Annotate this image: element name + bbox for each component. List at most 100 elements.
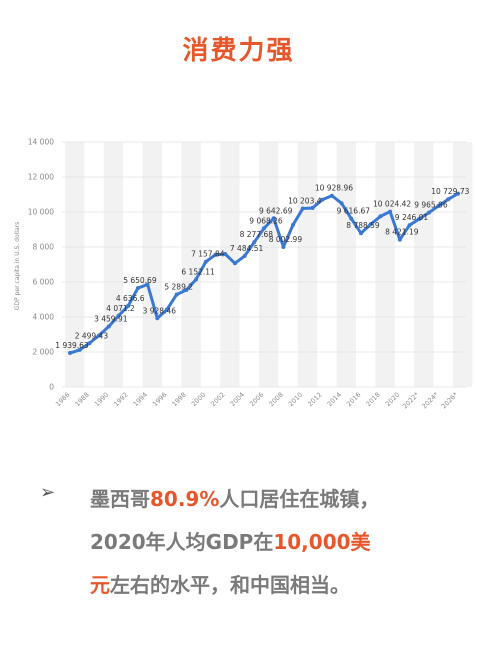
- data-point: [417, 217, 422, 221]
- grid-band: [375, 142, 395, 387]
- data-point: [213, 252, 218, 257]
- data-point: [252, 240, 257, 245]
- y-tick-label: 14 000: [28, 138, 54, 147]
- grid-band: [103, 142, 124, 387]
- x-tick-label: 2008: [267, 391, 284, 408]
- data-label: 5 289.2: [164, 282, 193, 291]
- data-point: [320, 197, 325, 202]
- data-point: [77, 347, 82, 352]
- x-tick-label: 2026*: [440, 390, 460, 410]
- data-label: 8 002.99: [269, 235, 303, 244]
- page-title: 消费力强: [182, 36, 295, 66]
- data-point: [106, 324, 111, 329]
- bullet-arrow-icon: ➢: [40, 482, 56, 503]
- data-point: [116, 313, 121, 318]
- data-point: [184, 288, 189, 293]
- data-point: [126, 303, 131, 308]
- data-label: 4 636.6: [116, 294, 145, 303]
- highlight-urban-rate: 80.9%: [150, 487, 220, 511]
- data-label: 9 616.67: [337, 207, 371, 216]
- data-point: [310, 205, 315, 210]
- data-point: [87, 341, 92, 346]
- grid-band: [259, 142, 279, 387]
- y-axis-label: GDP per capita in U.S. dollars: [14, 222, 21, 310]
- data-label: 10 203.4: [288, 196, 322, 205]
- series-points: [68, 191, 460, 356]
- data-point: [407, 223, 412, 228]
- text-segment: 人口居住在城镇，: [219, 487, 380, 511]
- x-tick-label: 1986: [54, 391, 71, 408]
- data-point: [223, 252, 228, 256]
- chart-gridlines: [62, 141, 466, 388]
- data-label: 8 788.59: [346, 221, 380, 230]
- description-text: 墨西哥80.9%人口居住在城镇， 2020年人均GDP在10,000美 元左右的…: [90, 478, 460, 607]
- grid-band: [65, 142, 85, 387]
- description-line-1: 墨西哥80.9%人口居住在城镇，: [90, 478, 460, 521]
- x-tick-label: 2024*: [420, 390, 440, 410]
- y-tick-label: 6 000: [33, 278, 55, 287]
- x-tick-label: 1998: [170, 391, 187, 408]
- data-label: 5 650.69: [123, 276, 157, 285]
- data-label: 10 024.42: [373, 200, 411, 209]
- data-label: 6 152.11: [181, 267, 215, 276]
- data-point: [194, 277, 199, 282]
- data-point: [271, 216, 276, 221]
- data-point: [456, 191, 460, 196]
- x-tick-label: 2020: [384, 391, 401, 408]
- grid-band: [414, 142, 434, 387]
- chart-grid-bands: [65, 142, 473, 387]
- y-tick-label: 4 000: [33, 313, 55, 322]
- data-point: [291, 222, 296, 227]
- data-point: [339, 201, 344, 206]
- data-point: [97, 333, 102, 338]
- grid-band: [297, 142, 318, 387]
- data-label: 1 939.63: [55, 341, 89, 350]
- data-point: [368, 222, 373, 227]
- x-tick-label: 2002: [209, 391, 226, 408]
- y-tick-label: 2 000: [33, 348, 55, 357]
- x-tick-label: 2004: [229, 391, 246, 408]
- description-line-2: 2020年人均GDP在10,000美: [90, 521, 460, 564]
- x-tick-label: 2012: [306, 391, 323, 408]
- x-tick-label: 2006: [248, 391, 265, 408]
- data-point: [135, 286, 140, 291]
- data-label: 3 928.46: [143, 306, 177, 315]
- x-tick-label: 1994: [132, 391, 149, 408]
- data-label: 9 965.86: [414, 201, 448, 210]
- data-label: 10 928.96: [315, 184, 353, 193]
- data-point: [378, 214, 383, 219]
- y-axis-ticks: 0 2 000 4 000 6 000 8 000 10 000 12 000 14 000: [28, 138, 54, 392]
- data-point: [281, 244, 286, 249]
- x-tick-label: 2016: [345, 391, 362, 408]
- data-point: [426, 210, 431, 215]
- data-point: [388, 209, 393, 214]
- data-point: [262, 226, 266, 231]
- data-point: [174, 292, 179, 297]
- highlight-unit: 元: [90, 573, 110, 597]
- data-point: [349, 216, 354, 221]
- data-label: 9 246.01: [395, 213, 429, 222]
- data-label: 10 729.73: [431, 187, 469, 196]
- data-label: 4 071.2: [106, 304, 135, 313]
- x-tick-label: 2018: [364, 391, 381, 408]
- data-point: [155, 316, 160, 321]
- x-tick-label: 2022*: [401, 390, 421, 410]
- data-point: [329, 193, 334, 198]
- data-label: 3 459.91: [94, 314, 128, 323]
- data-point: [68, 351, 72, 356]
- data-label: 9 068.26: [249, 216, 283, 225]
- x-tick-label: 1988: [73, 391, 90, 408]
- grid-band: [453, 142, 473, 387]
- grid-band: [336, 142, 356, 387]
- description-line-3: 元左右的水平，和中国相当。: [90, 564, 460, 607]
- data-label: 7 157.84: [191, 250, 225, 259]
- text-segment: 墨西哥: [90, 487, 150, 511]
- y-tick-label: 12 000: [28, 173, 54, 182]
- data-label: 7 484.51: [230, 244, 264, 253]
- data-point: [242, 254, 247, 259]
- x-tick-label: 1996: [151, 391, 168, 408]
- data-label: 8 277.68: [240, 230, 274, 239]
- data-point: [232, 261, 237, 266]
- data-point: [359, 231, 363, 236]
